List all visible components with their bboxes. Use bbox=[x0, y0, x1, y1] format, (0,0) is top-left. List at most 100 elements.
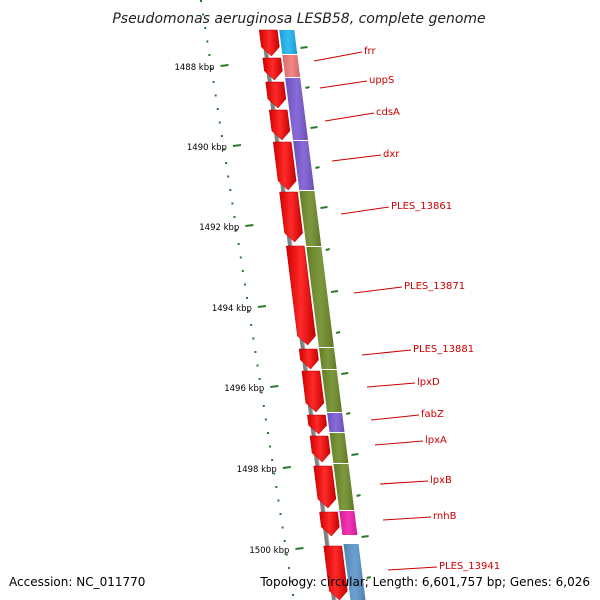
gene-block-shading bbox=[327, 413, 345, 432]
kbp-label: 1498 kbp bbox=[237, 465, 277, 475]
gc-dot bbox=[254, 351, 257, 353]
gene-label-frr[interactable]: frr bbox=[364, 46, 376, 57]
kbp-label: 1494 kbp bbox=[212, 304, 252, 314]
label-leader-line bbox=[366, 382, 416, 388]
cds-arrow[interactable] bbox=[268, 109, 291, 141]
gc-dot bbox=[233, 216, 236, 218]
outer-tick bbox=[341, 372, 349, 375]
gc-dot bbox=[277, 499, 280, 502]
gene-label-lpxb[interactable]: lpxB bbox=[430, 475, 452, 486]
kbp-label: 1488 kbp bbox=[174, 63, 214, 73]
gc-dot bbox=[273, 472, 276, 475]
gc-dot bbox=[239, 256, 242, 259]
cds-arrow[interactable] bbox=[279, 191, 303, 243]
gene-label-lpxd[interactable]: lpxD bbox=[417, 377, 440, 388]
outer-tick-track bbox=[300, 46, 371, 579]
label-leader-line bbox=[361, 349, 412, 356]
cds-arrow[interactable] bbox=[309, 435, 331, 463]
gc-dot bbox=[241, 270, 244, 272]
gc-dot bbox=[231, 202, 234, 205]
gc-dot bbox=[210, 67, 213, 70]
label-leader-line bbox=[331, 154, 382, 162]
gene-label-ples_13861[interactable]: PLES_13861 bbox=[391, 201, 452, 212]
label-leader-line bbox=[340, 206, 390, 215]
gc-dot bbox=[200, 0, 202, 2]
cds-arrow[interactable] bbox=[307, 414, 327, 435]
gene-label-lpxa[interactable]: lpxA bbox=[425, 435, 447, 446]
gc-dot bbox=[235, 229, 238, 232]
gene-block-shading bbox=[339, 511, 358, 535]
outer-tick bbox=[325, 248, 330, 251]
gene-block-shading bbox=[319, 348, 337, 369]
gc-dot bbox=[287, 567, 290, 569]
gc-dot bbox=[227, 175, 230, 178]
label-leader-line bbox=[313, 51, 363, 62]
outer-tick bbox=[300, 46, 308, 49]
gc-dot bbox=[258, 378, 261, 380]
gc-dot bbox=[243, 283, 246, 286]
gc-dot bbox=[214, 94, 217, 97]
gene-label-ples_13881[interactable]: PLES_13881 bbox=[413, 344, 474, 355]
outer-tick bbox=[356, 494, 361, 497]
gc-dot bbox=[281, 526, 284, 529]
gc-dot bbox=[206, 40, 209, 43]
gene-block-shading bbox=[293, 141, 315, 190]
cds-arrow[interactable] bbox=[258, 29, 280, 57]
gene-track bbox=[279, 30, 366, 600]
gc-dot bbox=[271, 459, 274, 461]
gc-dot bbox=[225, 162, 228, 164]
cds-arrow[interactable] bbox=[285, 245, 316, 346]
gc-dot bbox=[237, 243, 240, 245]
cds-arrow[interactable] bbox=[262, 57, 283, 81]
gc-dot bbox=[218, 121, 221, 124]
cds-arrow[interactable] bbox=[323, 545, 348, 600]
gene-label-group: frr uppS cdsA dxr PLES_13861 PLES_13871 PLES_1… bbox=[313, 46, 500, 572]
gc-dot bbox=[289, 580, 292, 583]
cds-arrow[interactable] bbox=[298, 348, 319, 370]
gene-label-upps[interactable]: uppS bbox=[369, 75, 394, 86]
gene-block-shading bbox=[306, 247, 334, 347]
cds-arrow[interactable] bbox=[313, 465, 337, 509]
outer-tick bbox=[351, 453, 359, 456]
gene-block-shading bbox=[299, 191, 322, 246]
label-leader-line bbox=[324, 112, 375, 122]
gene-label-ples_13871[interactable]: PLES_13871 bbox=[404, 281, 465, 292]
gene-block-shading bbox=[282, 55, 301, 77]
outer-tick bbox=[320, 206, 328, 209]
label-leader-line bbox=[353, 286, 403, 294]
outer-tick bbox=[330, 290, 339, 293]
gene-label-rnhb[interactable]: rnhB bbox=[433, 511, 457, 522]
gc-dot bbox=[285, 553, 288, 556]
cds-arrow[interactable] bbox=[272, 141, 297, 191]
kbp-tick bbox=[295, 547, 304, 550]
gene-label-fabz[interactable]: fabZ bbox=[421, 409, 444, 420]
gc-dot bbox=[269, 445, 272, 448]
gene-label-cdsa[interactable]: cdsA bbox=[376, 107, 400, 118]
gene-label-ples_13941[interactable]: PLES_13941 bbox=[439, 561, 500, 572]
cds-arrow[interactable] bbox=[319, 511, 340, 537]
kbp-label: 1496 kbp bbox=[224, 384, 264, 394]
outer-tick bbox=[366, 576, 371, 579]
gc-dot bbox=[216, 108, 219, 110]
cds-strand-track bbox=[258, 29, 348, 600]
gc-dotted-track bbox=[200, 0, 295, 596]
gene-block-shading bbox=[321, 370, 342, 412]
gc-dot bbox=[223, 148, 226, 151]
outer-tick bbox=[315, 166, 320, 169]
kbp-label: 1492 kbp bbox=[199, 223, 239, 233]
outer-tick bbox=[346, 412, 351, 415]
gc-dot bbox=[275, 486, 278, 488]
outer-tick bbox=[335, 331, 341, 334]
gene-block-shading bbox=[285, 78, 308, 140]
cds-arrow[interactable] bbox=[265, 81, 287, 109]
cds-arrow[interactable] bbox=[301, 370, 325, 413]
gene-label-dxr[interactable]: dxr bbox=[383, 149, 400, 160]
label-leader-line bbox=[370, 414, 420, 421]
gc-dot bbox=[212, 81, 215, 83]
gc-dot bbox=[229, 189, 232, 191]
kbp-tick bbox=[232, 144, 242, 147]
gc-dot bbox=[262, 405, 265, 407]
gc-dot bbox=[252, 337, 255, 340]
map-title: Pseudomonas aeruginosa LESB58, complete … bbox=[112, 11, 485, 27]
